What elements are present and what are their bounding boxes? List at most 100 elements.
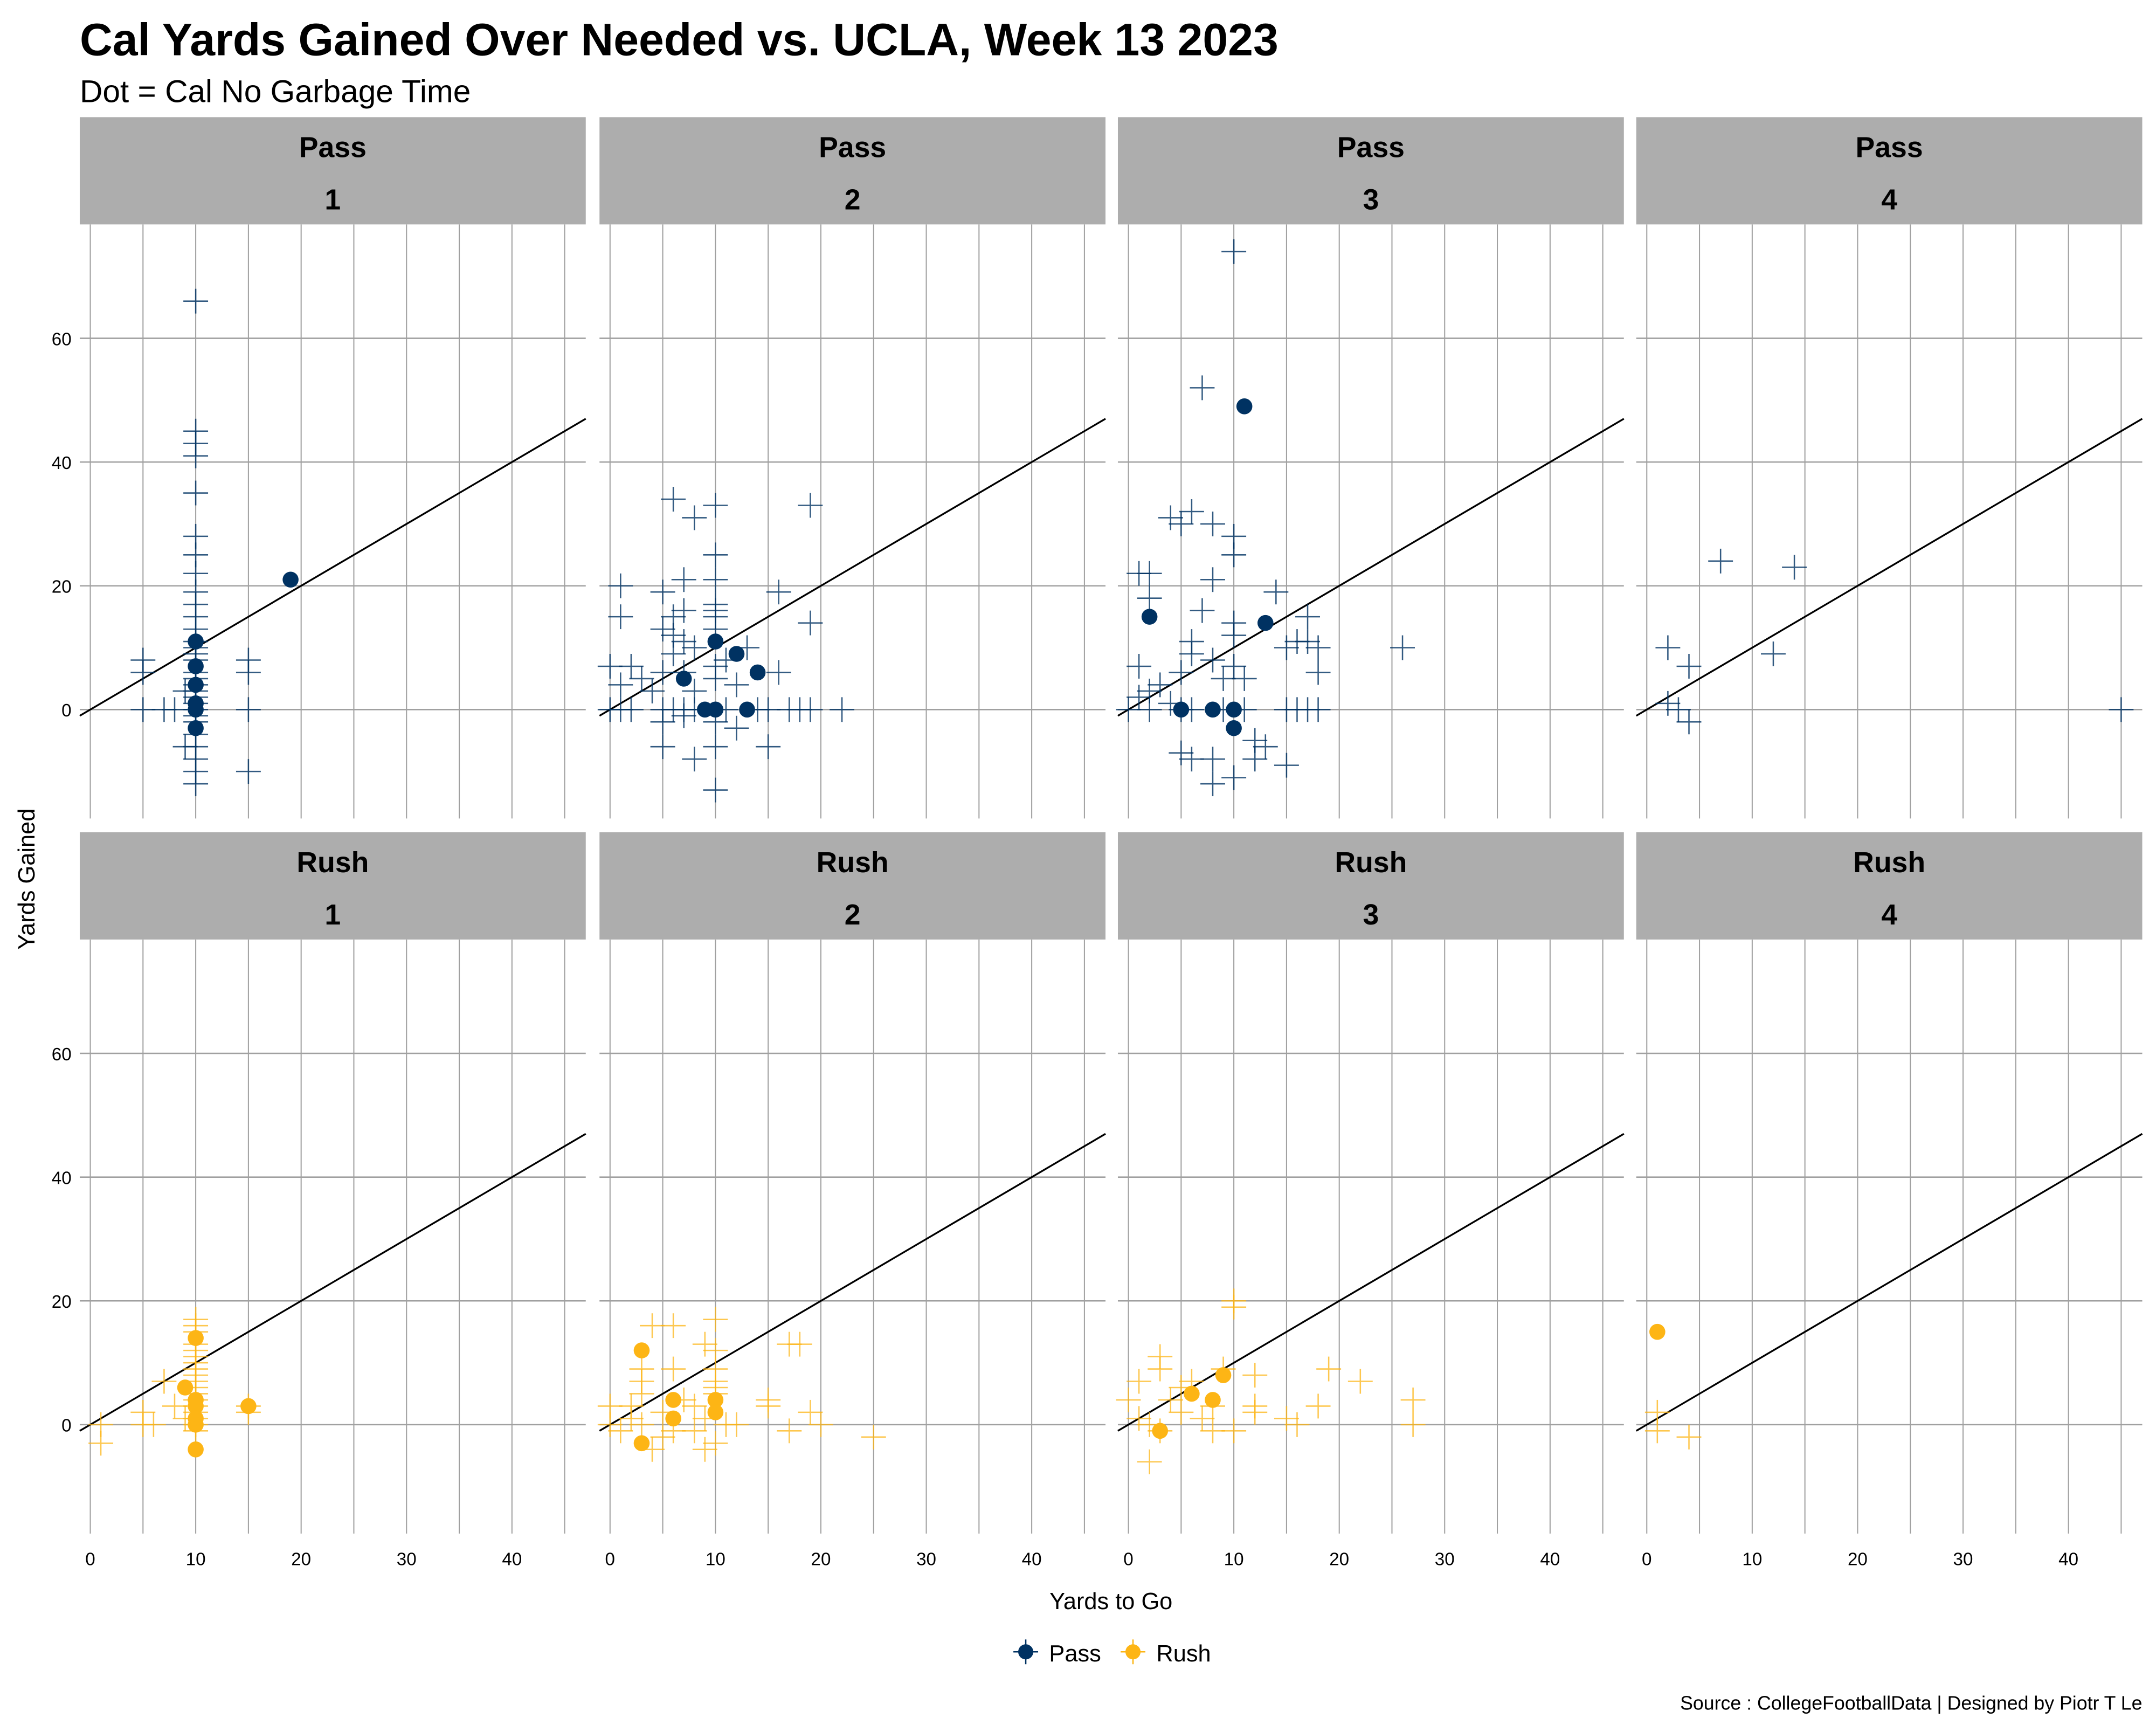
cross-point: [1190, 375, 1215, 401]
cross-point: [1305, 635, 1331, 660]
dot-point: [665, 1410, 681, 1427]
cross-point: [650, 617, 675, 642]
x-tick-label: 0: [605, 1550, 615, 1570]
cross-point: [130, 660, 156, 685]
dot-point: [633, 1342, 650, 1358]
cross-point: [1169, 740, 1194, 765]
legend-key-pass: [1013, 1639, 1039, 1665]
cross-point: [756, 697, 781, 722]
cross-point: [661, 1313, 686, 1338]
cross-point: [183, 480, 209, 506]
dot-point: [707, 1392, 724, 1408]
cross-point: [597, 1412, 623, 1437]
cross-point: [703, 777, 728, 803]
facet-strip-down: 1: [324, 899, 341, 931]
cross-point: [618, 697, 644, 722]
y-tick-label: 0: [61, 1416, 71, 1436]
x-tick-label: 40: [1022, 1550, 1042, 1570]
cross-point: [1221, 623, 1247, 648]
cross-point: [597, 654, 623, 679]
cross-point: [1782, 555, 1807, 580]
cross-point: [650, 1424, 675, 1450]
reference-line: [1635, 418, 2143, 717]
cross-point: [183, 288, 209, 314]
cross-point: [1676, 654, 1702, 679]
y-tick-label: 40: [52, 1168, 72, 1188]
cross-point: [1390, 635, 1415, 660]
y-tick-label: 60: [52, 329, 72, 349]
dot-point: [188, 658, 204, 674]
cross-point: [703, 734, 728, 760]
dot-point: [1173, 701, 1190, 718]
legend-label-pass: Pass: [1049, 1641, 1101, 1667]
cross-point: [172, 734, 198, 760]
cross-point: [661, 487, 686, 512]
cross-point: [682, 1393, 707, 1419]
cross-point: [1221, 1418, 1247, 1444]
cross-point: [1400, 1412, 1426, 1437]
cross-point: [1137, 697, 1162, 722]
facet-strip-type: Rush: [817, 847, 889, 879]
y-axis-label: Yards Gained: [14, 809, 40, 950]
cross-point: [1708, 548, 1733, 574]
reference-line: [1117, 418, 1625, 717]
cross-point: [724, 672, 749, 698]
dot-point: [749, 664, 766, 681]
cross-point: [1305, 697, 1331, 722]
dot-point: [633, 1435, 650, 1452]
y-tick-label: 40: [52, 453, 72, 473]
cross-point: [756, 1393, 781, 1419]
cross-point: [1348, 1369, 1373, 1394]
facet-strip-type: Rush: [296, 847, 369, 879]
cross-point: [141, 1412, 166, 1437]
cross-point: [629, 666, 654, 691]
legend-label-rush: Rush: [1156, 1641, 1211, 1667]
facet-strip: [599, 832, 1106, 940]
facet-strip-type: Pass: [299, 132, 367, 163]
dot-point: [1205, 701, 1221, 718]
legend: Pass Rush: [1013, 1639, 1211, 1667]
cross-point: [1676, 709, 1702, 735]
cross-point: [703, 666, 728, 691]
cross-point: [1242, 1363, 1268, 1388]
facet-strip: [79, 117, 586, 225]
cross-point: [787, 1331, 812, 1357]
cross-point: [1242, 1393, 1268, 1419]
cross-point: [1221, 239, 1247, 264]
cross-point: [1200, 511, 1225, 536]
cross-point: [1169, 1399, 1194, 1425]
x-tick-label: 20: [1329, 1550, 1349, 1570]
chart-title: Cal Yards Gained Over Needed vs. UCLA, W…: [80, 15, 1279, 65]
facet-strip: [1117, 117, 1624, 225]
dot-point: [188, 633, 204, 650]
cross-point: [692, 1437, 717, 1462]
facet-strip-type: Pass: [819, 132, 886, 163]
cross-point: [650, 709, 675, 735]
cross-point: [1761, 641, 1786, 666]
cross-point: [798, 1399, 823, 1425]
reference-line: [1635, 1133, 2143, 1432]
cross-point: [1116, 1387, 1141, 1412]
x-tick-label: 0: [1123, 1550, 1133, 1570]
cross-point: [682, 505, 707, 530]
facet-strip-down: 3: [1363, 184, 1379, 216]
cross-point: [1655, 691, 1681, 716]
cross-point: [1137, 1449, 1162, 1474]
facet-strip-down: 3: [1363, 899, 1379, 931]
x-axis-label: Yards to Go: [1049, 1589, 1172, 1614]
cross-point: [724, 1412, 749, 1437]
dot-point: [1236, 398, 1253, 415]
dot-point: [1257, 615, 1274, 631]
facet-strip-down: 4: [1881, 899, 1897, 931]
cross-point: [1211, 666, 1236, 691]
cross-point: [608, 1418, 633, 1444]
x-tick-label: 40: [2058, 1550, 2078, 1570]
cross-point: [650, 734, 675, 760]
cross-point: [1200, 771, 1225, 797]
cross-point: [671, 629, 696, 654]
cross-point: [808, 1412, 833, 1437]
cross-point: [650, 579, 675, 605]
x-tick-label: 20: [811, 1550, 831, 1570]
